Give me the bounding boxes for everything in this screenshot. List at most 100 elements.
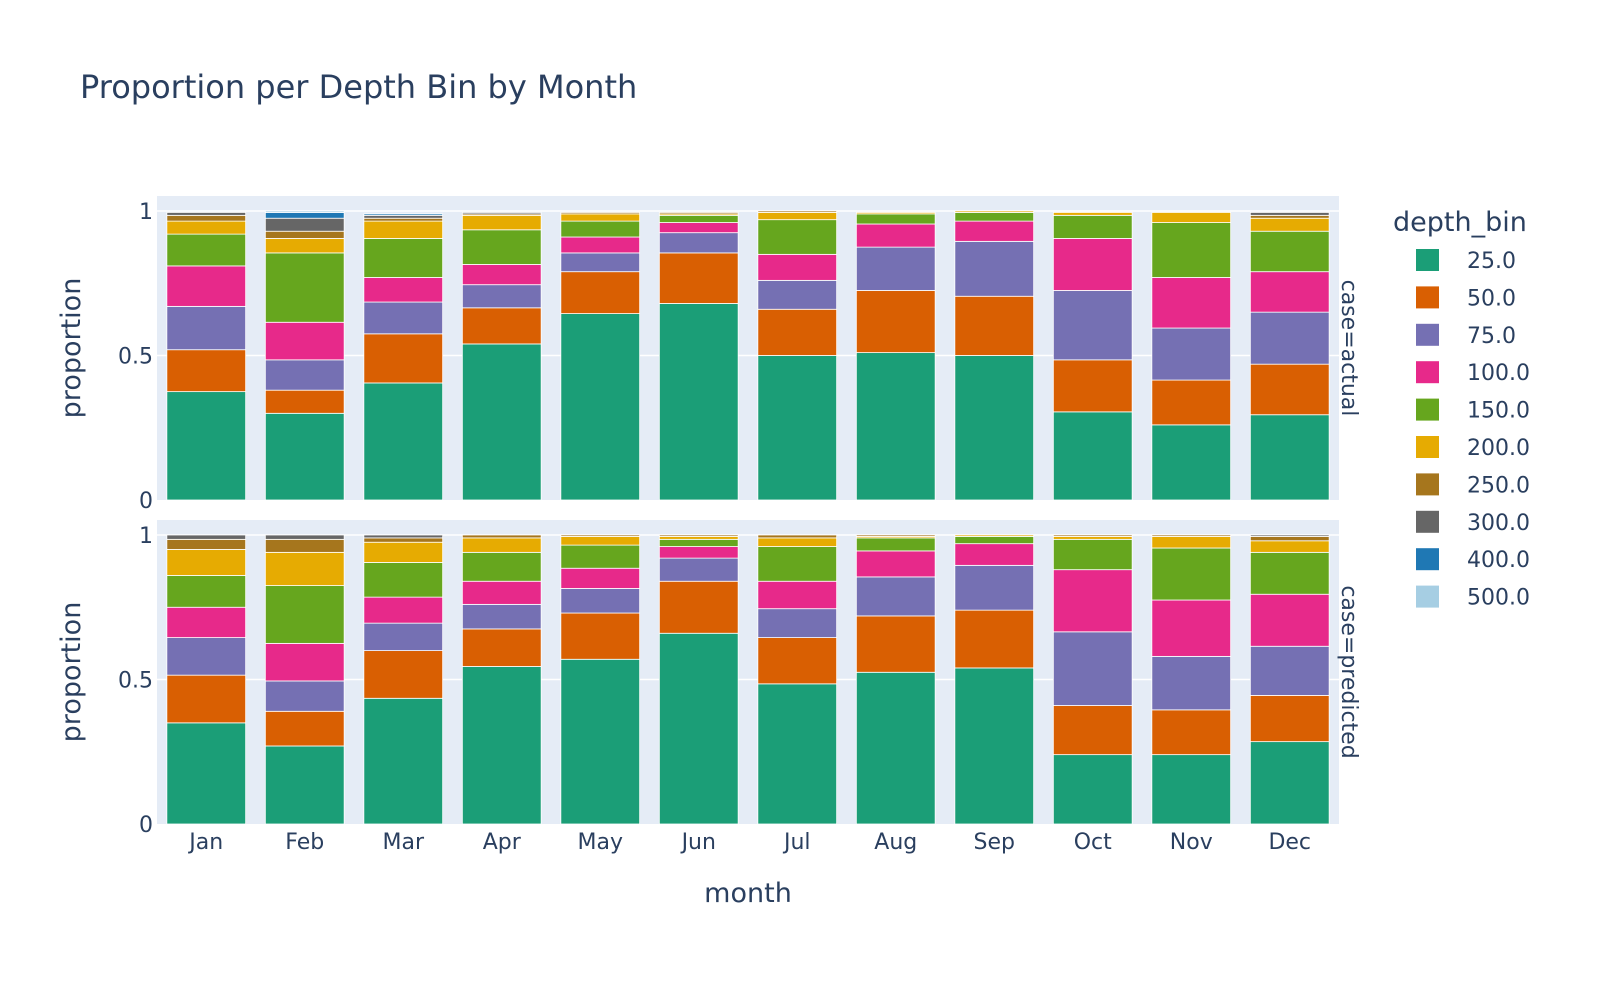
bar-segment[interactable] [166,214,247,222]
bar-segment[interactable] [264,538,345,553]
bar-segment[interactable] [757,308,838,356]
bar-segment[interactable] [855,550,936,578]
bar-segment[interactable] [1052,631,1133,706]
bar-segment[interactable] [166,349,247,393]
bar-segment[interactable] [1052,214,1133,239]
bar-segment[interactable] [855,615,936,673]
bar-segment[interactable] [264,321,345,361]
bar-segment[interactable] [1249,741,1330,825]
bar-segment[interactable] [363,213,444,216]
bar-segment[interactable] [757,637,838,685]
bar-segment[interactable] [461,537,542,553]
bar-segment[interactable] [363,301,444,335]
bar-segment[interactable] [658,303,739,501]
bar-segment[interactable] [264,230,345,239]
bar-segment[interactable] [461,603,542,630]
bar-segment[interactable] [1249,212,1330,216]
bar-segment[interactable] [1052,212,1133,216]
bar-segment[interactable] [1151,212,1232,223]
bar-segment[interactable] [1151,222,1232,278]
bar-segment[interactable] [954,564,1035,611]
bar-segment[interactable] [363,541,444,563]
bar-segment[interactable] [757,534,838,539]
bar-segment[interactable] [855,212,936,215]
bar-segment[interactable] [658,546,739,559]
bar-segment[interactable] [757,546,838,582]
legend-item[interactable]: 25.0 [1416,249,1516,274]
bar-segment[interactable] [1249,217,1330,232]
bar-segment[interactable] [954,543,1035,566]
bar-segment[interactable] [166,391,247,501]
bar-segment[interactable] [264,710,345,747]
bar-segment[interactable] [363,562,444,598]
bar-segment[interactable] [363,214,444,219]
bar-segment[interactable] [855,537,936,552]
bar-segment[interactable] [560,544,641,569]
bar-segment[interactable] [1052,534,1133,537]
bar-segment[interactable] [1249,311,1330,365]
bar-segment[interactable] [1151,599,1232,657]
bar-segment[interactable] [363,277,444,303]
bar-segment[interactable] [757,355,838,501]
bar-segment[interactable] [363,382,444,501]
bar-segment[interactable] [1151,754,1232,825]
bar-segment[interactable] [166,220,247,235]
bar-segment[interactable] [166,233,247,267]
bar-segment[interactable] [461,264,542,286]
bar-segment[interactable] [560,236,641,254]
bar-segment[interactable] [264,745,345,825]
bar-segment[interactable] [954,240,1035,297]
bar-segment[interactable] [166,606,247,638]
bar-segment[interactable] [954,609,1035,669]
bar-segment[interactable] [264,210,345,213]
bar-segment[interactable] [658,580,739,634]
bar-segment[interactable] [363,220,444,239]
bar-segment[interactable] [363,238,444,278]
bar-segment[interactable] [166,305,247,351]
bar-segment[interactable] [1151,534,1232,537]
bar-segment[interactable] [1249,363,1330,416]
bar-segment[interactable] [264,551,345,586]
bar-segment[interactable] [560,536,641,546]
bar-segment[interactable] [1249,593,1330,647]
bar-segment[interactable] [560,567,641,589]
bar-segment[interactable] [954,212,1035,222]
bar-segment[interactable] [560,252,641,273]
bar-segment[interactable] [757,219,838,255]
bar-segment[interactable] [166,265,247,307]
bar-segment[interactable] [1151,277,1232,329]
bar-segment[interactable] [461,551,542,582]
bar-segment[interactable] [461,628,542,667]
bar-segment[interactable] [658,222,739,234]
bar-segment[interactable] [363,333,444,384]
bar-segment[interactable] [954,355,1035,501]
bar-segment[interactable] [166,549,247,576]
bar-segment[interactable] [1052,290,1133,361]
bar-segment[interactable] [855,290,936,354]
bar-segment[interactable] [461,534,542,539]
bar-segment[interactable] [166,722,247,825]
bar-segment[interactable] [264,642,345,682]
bar-segment[interactable] [264,534,345,540]
bar-segment[interactable] [461,229,542,265]
legend-item[interactable]: 500.0 [1416,585,1530,611]
bar-segment[interactable] [1052,569,1133,633]
bar-segment[interactable] [855,576,936,617]
bar-segment[interactable] [363,534,444,539]
bar-segment[interactable] [1151,709,1232,756]
bar-segment[interactable] [1052,538,1133,571]
bar-segment[interactable] [1052,754,1133,825]
legend-item[interactable]: 300.0 [1416,510,1530,536]
bar-segment[interactable] [1151,547,1232,601]
bar-segment[interactable] [954,220,1035,242]
bar-segment[interactable] [658,232,739,254]
bar-segment[interactable] [658,214,739,223]
legend-item[interactable]: 150.0 [1416,398,1530,424]
bar-segment[interactable] [363,650,444,699]
bar-segment[interactable] [954,210,1035,213]
legend-item[interactable]: 200.0 [1416,436,1530,461]
bar-segment[interactable] [954,536,1035,545]
bar-segment[interactable] [1249,645,1330,696]
bar-segment[interactable] [1052,536,1133,540]
bar-segment[interactable] [166,674,247,724]
